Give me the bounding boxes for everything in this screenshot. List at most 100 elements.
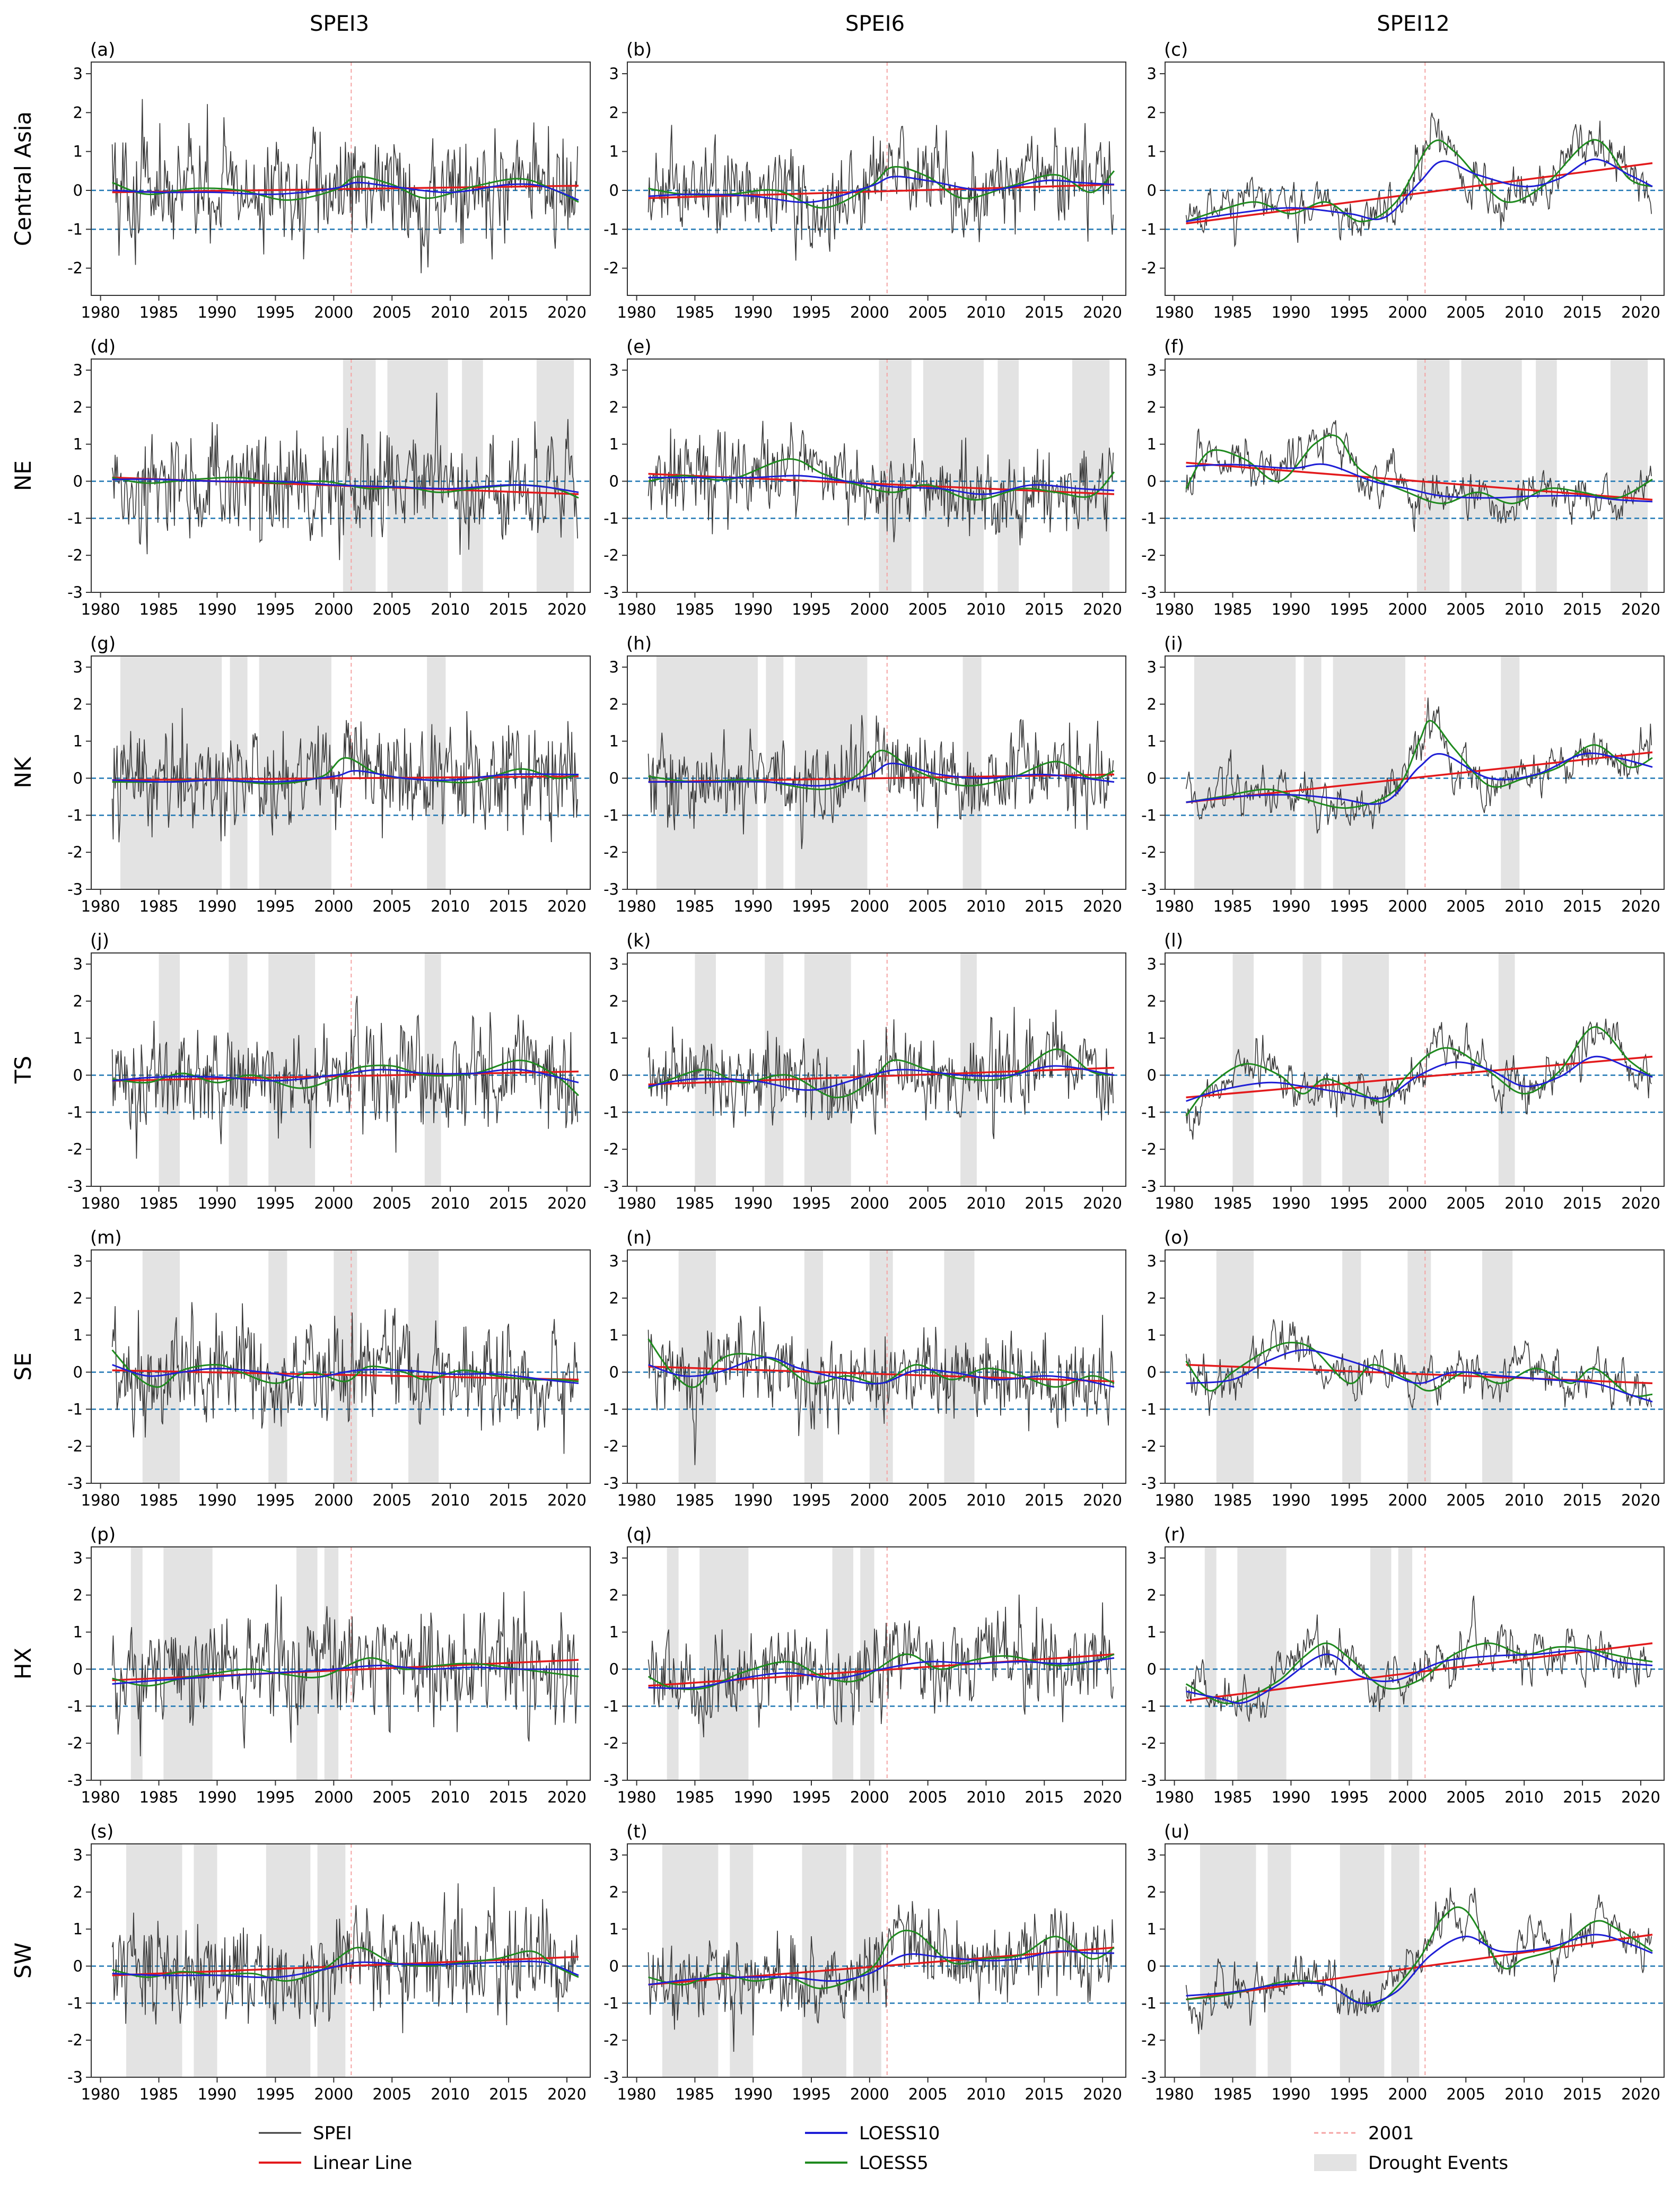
row-label-sw: SW [10,1943,36,1979]
row-label-nk: NK [10,756,36,788]
panel-q: -3 -2 -1 0 1 2 3 1980 1985 1990 1995 2000 2005 2010 20… [603,1524,1126,1806]
loess10-line [648,1065,1115,1091]
y-tick-label: -3 [603,583,619,601]
panel-r: -3 -2 -1 0 1 2 3 1980 1985 1990 1995 2000 2005 2010 20… [1141,1524,1665,1806]
x-tick-label: 2000 [1388,2085,1427,2103]
y-tick-label: -3 [603,1771,619,1789]
y-tick-label: 2 [73,398,83,416]
y-tick-label: 0 [1147,1957,1157,1975]
panel-u: -3 -2 -1 0 1 2 3 1980 1985 1990 1995 2000 2005 2010 20… [1141,1821,1665,2103]
y-tick-label: 3 [73,955,83,973]
y-tick-label: 1 [609,1623,619,1641]
y-tick-label: 1 [609,1326,619,1344]
axes-frame [627,1546,1126,1781]
panel-label: (i) [1164,633,1183,654]
x-tick-label: 2015 [489,2085,528,2103]
y-tick-label: -2 [1141,1437,1157,1455]
drought-band [860,1547,874,1780]
y-tick-label: 1 [73,143,83,161]
panel-g: -3 -2 -1 0 1 2 3 1980 1985 1990 1995 2000 2005 2010 20… [67,633,591,915]
x-tick-label: 2015 [489,897,528,915]
y-tick-label: 2 [73,1289,83,1307]
x-tick-label: 2000 [850,1194,889,1212]
x-tick-label: 1990 [198,2085,237,2103]
linear-trend-line [648,1066,1115,1086]
panel-label: (e) [626,336,651,357]
drought-band [1610,359,1648,592]
x-tick-label: 2000 [314,2085,353,2103]
loess10-line [648,1356,1115,1388]
drought-band [1398,1547,1413,1780]
y-tick-label: 2 [73,992,83,1010]
x-tick-label: 2010 [1504,600,1544,618]
x-tick-label: 2015 [1025,600,1064,618]
x-tick-label: 2000 [850,600,889,618]
y-tick-label: 0 [73,1363,83,1381]
y-tick-label: 2 [1147,103,1157,121]
axes-frame [1165,655,1665,890]
loess10-line [112,769,579,783]
y-tick-label: 0 [609,1957,619,1975]
x-tick-label: 2000 [1388,600,1427,618]
x-tick-label: 2020 [1083,1788,1122,1806]
y-tick-label: 3 [1147,658,1157,676]
panel-o: -3 -2 -1 0 1 2 3 1980 1985 1990 1995 2000 2005 2010 20… [1141,1227,1665,1509]
y-tick-label: -1 [603,220,619,238]
x-tick-label: 2010 [1504,2085,1544,2103]
y-tick-label: -1 [1141,806,1157,824]
x-tick-label: 2000 [1388,1788,1427,1806]
loess10-line [112,1364,579,1384]
x-tick-label: 1995 [256,600,295,618]
y-tick-label: -2 [67,1140,83,1158]
loess5-line [648,458,1115,501]
y-tick-label: 1 [73,732,83,750]
loess5-line [1185,1342,1653,1397]
x-tick-label: 1980 [81,1491,120,1509]
linear-trend-line [1186,1055,1653,1099]
x-tick-label: 2005 [372,1194,412,1212]
loess10-line [112,181,579,201]
x-tick-label: 2020 [547,1491,587,1509]
y-tick-label: -3 [67,583,83,601]
x-tick-label: 2000 [314,1194,353,1212]
x-tick-label: 2010 [967,897,1006,915]
loess10-line [1186,1649,1653,1704]
x-tick-label: 1985 [139,303,179,321]
x-tick-label: 1990 [1272,1788,1311,1806]
x-tick-label: 1990 [733,303,773,321]
y-tick-label: 1 [73,1623,83,1641]
y-tick-label: 1 [1147,1029,1157,1047]
x-tick-label: 2005 [372,2085,412,2103]
x-tick-label: 2010 [431,1788,470,1806]
y-tick-label: 3 [1147,1846,1157,1864]
drought-band [462,359,483,592]
linear-trend-line [1186,162,1653,225]
legend-drought-label: Drought Events [1368,2153,1508,2174]
loess10-line [648,475,1115,495]
x-tick-label: 2015 [489,600,528,618]
linear-trend-line [1186,751,1653,803]
x-tick-label: 2000 [314,600,353,618]
drought-band [1204,1547,1217,1780]
x-tick-label: 1995 [256,897,295,915]
x-tick-label: 2010 [431,2085,470,2103]
x-tick-label: 1985 [1213,303,1253,321]
loess5-line [648,1048,1115,1098]
y-tick-label: 0 [1147,769,1157,787]
x-tick-label: 1985 [675,303,714,321]
legend-linear-label: Linear Line [313,2153,412,2174]
drought-band [1482,1250,1513,1483]
x-tick-label: 1980 [81,1194,120,1212]
row-labels: Central Asia NE NK TS SE HX SW [10,111,36,1979]
y-tick-label: 2 [1147,1883,1157,1901]
x-tick-label: 2020 [1621,2085,1660,2103]
y-tick-label: 3 [73,65,83,83]
panel-l: -3 -2 -1 0 1 2 3 1980 1985 1990 1995 2000 2005 2010 20… [1141,930,1665,1212]
y-tick-label: 2 [1147,1586,1157,1604]
x-tick-label: 1980 [617,2085,657,2103]
x-tick-label: 2020 [1083,2085,1122,2103]
drought-band [765,953,784,1186]
y-tick-label: -3 [603,880,619,898]
x-tick-label: 2015 [489,1788,528,1806]
